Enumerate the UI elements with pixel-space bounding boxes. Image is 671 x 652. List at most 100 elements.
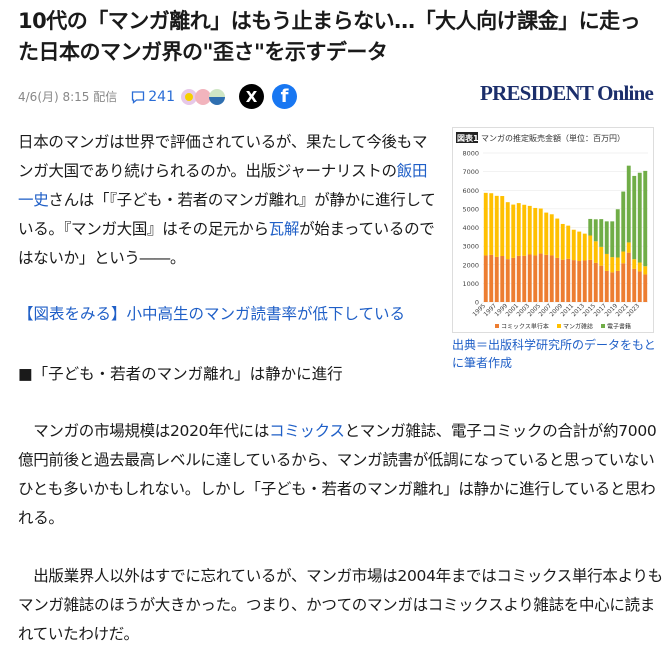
bar-2010	[566, 225, 571, 259]
bar-1996	[489, 193, 494, 255]
bar-2020	[621, 191, 626, 252]
comment-count: 241	[148, 88, 175, 105]
y-tick-label: 5000	[462, 205, 479, 213]
paragraph-2: 出版業界人以外はすでに忘れているが、マンガ市場は2004年まではコミックス単行本…	[18, 567, 663, 643]
comment-icon	[132, 90, 145, 104]
bar-2021	[626, 165, 631, 243]
bar-2019	[615, 257, 620, 271]
bar-2012	[577, 231, 582, 262]
bar-2003	[527, 205, 532, 255]
bar-1998	[500, 196, 505, 256]
bar-2009	[560, 223, 565, 260]
y-tick-label: 0	[475, 299, 479, 307]
bar-2000	[511, 204, 516, 258]
bar-2024	[643, 266, 648, 275]
bar-2001	[516, 203, 521, 256]
bar-2013	[582, 260, 587, 302]
bar-1998	[500, 255, 505, 302]
bar-1995	[483, 192, 488, 256]
bar-1997	[494, 195, 499, 257]
smile-reaction-icon	[195, 88, 211, 105]
article-meta: 4/6(月) 8:15 配信 241 X f	[18, 84, 297, 109]
figure-link[interactable]: 【図表をみる】小中高生のマンガ読書率が低下している	[18, 305, 406, 323]
bar-1995	[483, 255, 488, 302]
mountain-reaction-icon	[209, 88, 225, 105]
bar-2014	[588, 218, 593, 236]
bar-2007	[549, 255, 554, 302]
bar-2003	[527, 254, 532, 302]
y-tick-label: 1000	[462, 280, 479, 288]
comments-link[interactable]: 241	[131, 89, 175, 105]
bar-2004	[533, 255, 538, 302]
bar-2021	[626, 242, 631, 253]
article-lead: 日本のマンガは世界で評価されているが、果たして今後もマンガ大国であり続けられるの…	[18, 128, 438, 273]
reaction-icons[interactable]	[181, 88, 225, 105]
keyword-link[interactable]: 飯田一史	[18, 162, 428, 209]
bar-1999	[505, 202, 510, 260]
bar-2017	[604, 221, 609, 254]
bar-2014	[588, 259, 593, 302]
bar-2016	[599, 246, 604, 266]
bar-2017	[604, 253, 609, 271]
bar-1997	[494, 256, 499, 302]
legend-label: 電子書籍	[607, 323, 631, 331]
bar-2017	[604, 270, 609, 302]
bar-2018	[610, 257, 615, 273]
chart-badge-bg	[456, 132, 478, 143]
y-tick-label: 3000	[462, 243, 479, 251]
bar-2019	[615, 209, 620, 258]
bar-2001	[516, 255, 521, 302]
bar-2011	[571, 229, 576, 261]
x-tick-label: 2023	[625, 302, 641, 318]
figure-caption[interactable]: 出典＝出版科学研究所のデータをもとに筆者作成	[452, 338, 656, 370]
bar-2015	[593, 219, 598, 242]
bar-2023	[637, 271, 642, 302]
bar-2018	[610, 272, 615, 302]
bar-2005	[538, 253, 543, 302]
bar-2024	[643, 274, 648, 302]
bar-2014	[588, 235, 593, 260]
bar-2019	[615, 270, 620, 302]
y-tick-label: 6000	[462, 187, 479, 195]
bar-2018	[610, 221, 615, 258]
article-title: 10代の「マンガ離れ」はもう止まらない…「大人向け課金」に走った日本のマンガ界の…	[18, 9, 641, 64]
text-segment: とマンガ雑誌、電子コミックの合計が約7000億円前後と過去最高レベルに達している…	[18, 422, 657, 527]
bar-2000	[511, 257, 516, 302]
section-heading: ■「子ども・若者のマンガ離れ」は静かに進行	[18, 365, 343, 383]
text-segment: さんは「『子ども・若者のマンガ離れ』が静かに進行している。『マンガ大国』はその足…	[18, 191, 436, 238]
y-tick-label: 7000	[462, 168, 479, 176]
text-segment: 日本のマンガは世界で評価されているが、果たして今後もマンガ大国であり続けられるの…	[18, 133, 428, 180]
text-segment: が始まっているのではないか」という――。	[18, 220, 435, 267]
bar-2024	[643, 170, 648, 267]
bar-2002	[522, 255, 527, 302]
bar-2013	[582, 233, 587, 261]
bar-2012	[577, 261, 582, 302]
chart-figure[interactable]: 図表1 マンガの推定販売金額（単位：百万円） 0 1000 2000 3000 4000 50…	[452, 127, 654, 333]
bar-2023	[637, 262, 642, 272]
legend-label: マンガ雑誌	[563, 323, 593, 331]
bar-2005	[538, 208, 543, 254]
legend-label: コミックス単行本	[501, 323, 549, 331]
y-tick-label: 2000	[462, 261, 479, 269]
bar-2009	[560, 259, 565, 302]
keyword-link[interactable]: 瓦解	[268, 220, 300, 238]
bar-2010	[566, 258, 571, 302]
publisher-logo[interactable]: PRESIDENT Online	[480, 81, 654, 105]
facebook-share-button[interactable]: f	[272, 84, 297, 109]
bar-2021	[626, 252, 631, 302]
text-segment: マンガの市場規模は2020年代には	[18, 422, 270, 440]
bar-2020	[621, 251, 626, 264]
bar-2002	[522, 204, 527, 256]
sales-chart: 図表1 マンガの推定販売金額（単位：百万円） 0 1000 2000 3000 4000 50…	[456, 132, 648, 331]
bar-2016	[599, 219, 604, 247]
x-share-button[interactable]: X	[239, 84, 264, 109]
bar-2007	[549, 214, 554, 256]
bar-2004	[533, 207, 538, 256]
bar-2006	[544, 254, 549, 302]
bar-2022	[632, 175, 637, 260]
bar-2016	[599, 265, 604, 302]
keyword-link[interactable]: コミックス	[269, 422, 345, 440]
bar-2015	[593, 241, 598, 263]
bar-2023	[637, 172, 642, 263]
chart-badge: 図表1	[457, 133, 479, 143]
